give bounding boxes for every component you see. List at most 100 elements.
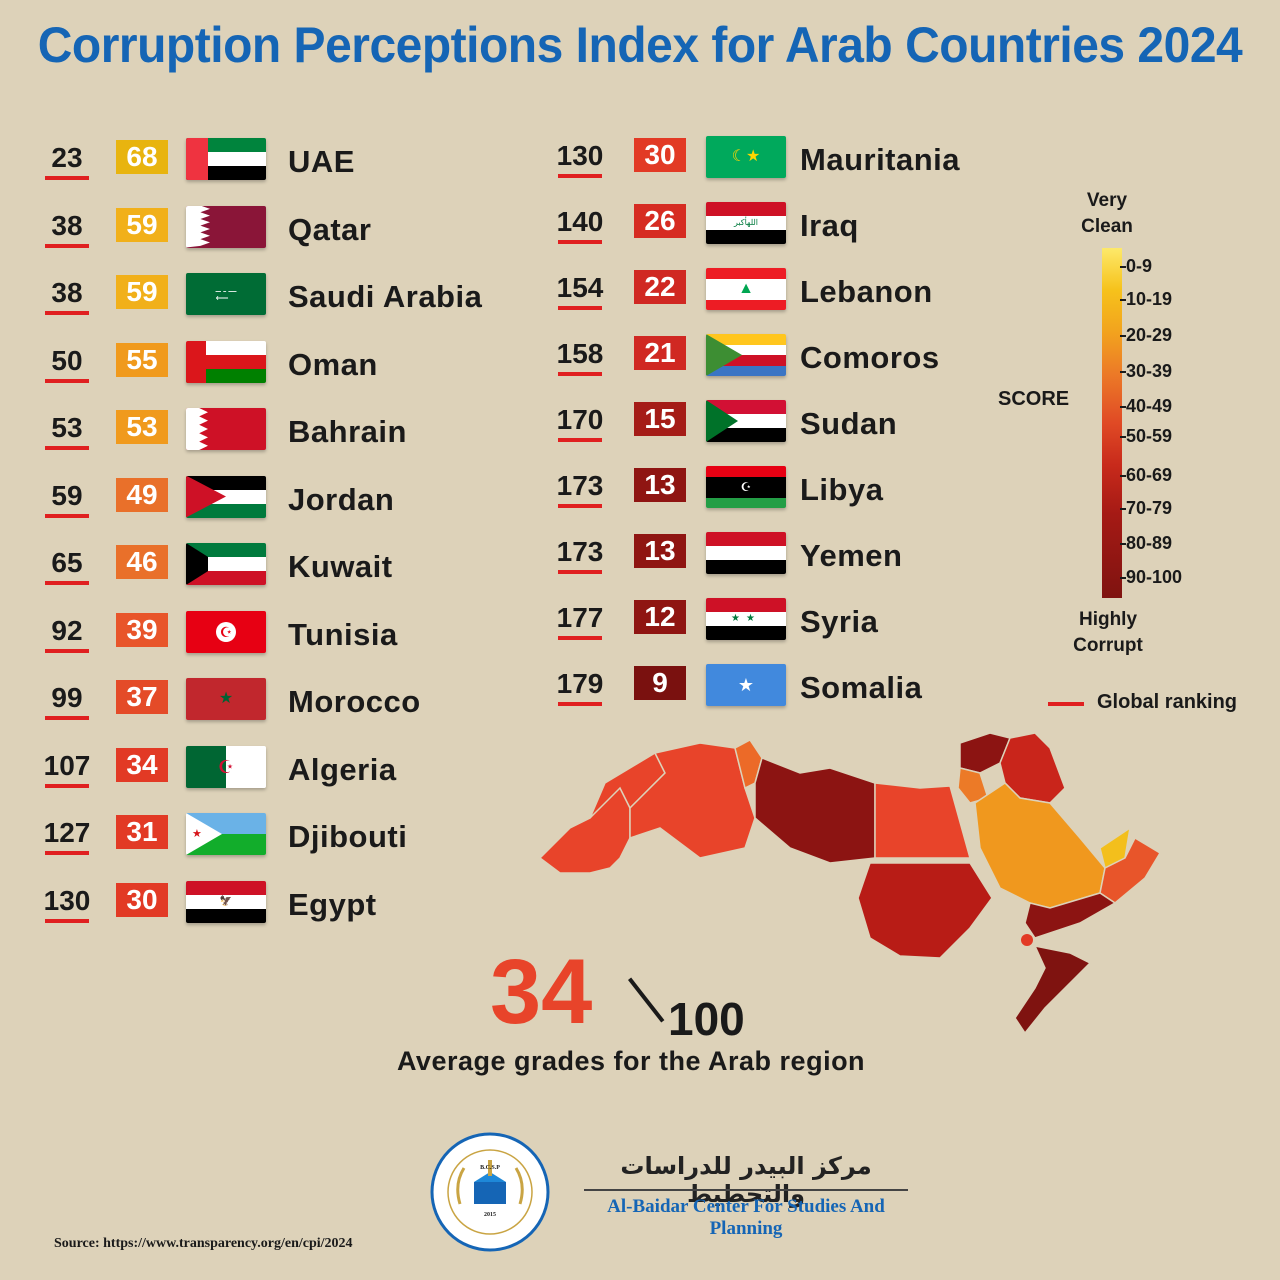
- country-row: 158 21 Comoros: [0, 334, 939, 384]
- map-djibouti: [1021, 934, 1033, 946]
- country-name: Iraq: [800, 208, 859, 243]
- score-scale-tick: 60-69: [1119, 465, 1173, 485]
- cpi-score: 55: [116, 342, 168, 377]
- map-sudan: [857, 862, 993, 959]
- global-rank: 23: [31, 142, 103, 180]
- score-scale-tick: 40-49: [1119, 396, 1173, 416]
- country-name: Sudan: [800, 406, 898, 441]
- country-row: 127 31 ★ Djibouti: [0, 813, 407, 863]
- score-scale-tick: 80-89: [1119, 533, 1173, 553]
- score-axis-label: SCORE: [998, 388, 1070, 410]
- country-row: 99 37 ★ Morocco: [0, 678, 420, 728]
- morocco-flag: ★: [186, 678, 266, 720]
- country-name: Libya: [800, 472, 884, 507]
- iraq-flag: اللهأكبر: [706, 202, 786, 244]
- global-rank: 99: [31, 682, 103, 720]
- libya-flag: ☪: [706, 466, 786, 508]
- cpi-score: 15: [634, 402, 686, 436]
- country-name: Bahrain: [288, 414, 407, 449]
- source-citation: Source: https://www.transparency.org/en/…: [54, 1236, 353, 1251]
- global-rank: 170: [544, 404, 616, 442]
- country-row: 170 15 Sudan: [0, 400, 897, 450]
- global-ranking-legend-line: [1048, 702, 1084, 706]
- yemen-flag: [706, 532, 786, 574]
- map-libya: [754, 756, 876, 864]
- global-rank: 140: [544, 206, 616, 244]
- uae-flag: [186, 138, 266, 180]
- map-somalia: [1014, 944, 1092, 1035]
- global-rank: 127: [31, 817, 103, 855]
- cpi-score: 13: [634, 534, 686, 568]
- cpi-score: 34: [116, 747, 168, 782]
- global-rank: 179: [544, 668, 616, 706]
- country-row: 130 30 🦅 Egypt: [0, 880, 376, 931]
- cpi-score: 30: [634, 138, 686, 172]
- score-scale-tick: 50-59: [1119, 426, 1173, 446]
- country-row: 173 13 Yemen: [0, 532, 902, 582]
- country-row: 92 39 ☪ Tunisia: [0, 610, 397, 661]
- map-egypt: [874, 782, 971, 859]
- cpi-score: 68: [116, 140, 168, 174]
- jordan-flag: [186, 475, 266, 518]
- country-name: Algeria: [288, 751, 397, 787]
- oman-flag: [186, 340, 266, 383]
- map-yemen: [1024, 892, 1117, 939]
- score-scale-tick: 70-79: [1119, 498, 1173, 518]
- country-name: Mauritania: [800, 142, 961, 177]
- map-saudi-arabia: [974, 782, 1106, 909]
- country-row: 154 22 ▲ Lebanon: [0, 268, 932, 318]
- global-rank: 130: [31, 885, 103, 923]
- country-name: Lebanon: [800, 274, 933, 309]
- cpi-score: 49: [116, 477, 168, 512]
- country-name: Qatar: [288, 211, 372, 247]
- legend-top-label: Very Clean: [1081, 190, 1133, 237]
- country-row: 38 59 Qatar: [0, 205, 371, 256]
- org-divider: [584, 1189, 908, 1191]
- cpi-score: 31: [116, 815, 168, 849]
- country-row: 53 53 Bahrain: [0, 408, 406, 458]
- tunisia-flag: ☪: [186, 610, 266, 653]
- country-row: 38 59 ـــ ـ ــ ⟵ Saudi Arabia: [0, 273, 482, 323]
- kuwait-flag: [186, 543, 266, 585]
- country-name: Saudi Arabia: [288, 279, 483, 314]
- score-scale-tick: 0-9: [1119, 256, 1153, 276]
- global-rank: 158: [544, 338, 616, 376]
- global-rank: 107: [31, 750, 103, 788]
- country-name: Yemen: [800, 538, 903, 573]
- cpi-score: 39: [116, 612, 168, 647]
- somalia-flag: ★: [706, 664, 786, 706]
- global-rank: 173: [544, 470, 616, 508]
- cpi-score: 22: [634, 270, 686, 304]
- org-name-arabic: مركز البيدر للدراسات والتخطيط: [620, 1152, 872, 1208]
- global-rank: 38: [31, 210, 103, 248]
- global-ranking-legend-label: Global ranking: [1097, 691, 1238, 713]
- country-name: Jordan: [288, 481, 395, 517]
- country-name: Somalia: [800, 670, 923, 705]
- average-caption: Average grades for the Arab region: [396, 1046, 866, 1076]
- country-name: Tunisia: [288, 616, 398, 652]
- cpi-score: 21: [634, 336, 686, 370]
- country-row: 65 46 Kuwait: [0, 543, 392, 593]
- score-scale-tick: 10-19: [1119, 289, 1173, 309]
- score-scale-tick: 30-39: [1119, 361, 1173, 381]
- djibouti-flag: ★: [186, 813, 266, 855]
- global-rank: 65: [31, 547, 103, 585]
- cpi-score: 59: [116, 207, 168, 242]
- global-rank: 59: [31, 480, 103, 518]
- country-name: Kuwait: [288, 549, 393, 584]
- cpi-score: 30: [116, 882, 168, 917]
- country-name: Comoros: [800, 340, 940, 375]
- average-score-value: 34: [490, 941, 593, 1043]
- cpi-score: 9: [634, 666, 686, 700]
- cpi-score: 37: [116, 680, 168, 714]
- score-scale-tick: 20-29: [1119, 325, 1173, 345]
- cpi-score: 12: [634, 600, 686, 634]
- cpi-score: 13: [634, 468, 686, 502]
- global-rank: 177: [544, 602, 616, 640]
- score-color-scale: [1102, 248, 1122, 598]
- saudi-flag: ـــ ـ ــ ⟵: [186, 273, 266, 315]
- cpi-score: 53: [116, 410, 168, 444]
- global-rank: 154: [544, 272, 616, 310]
- global-rank: 50: [31, 345, 103, 383]
- country-name: Morocco: [288, 684, 421, 719]
